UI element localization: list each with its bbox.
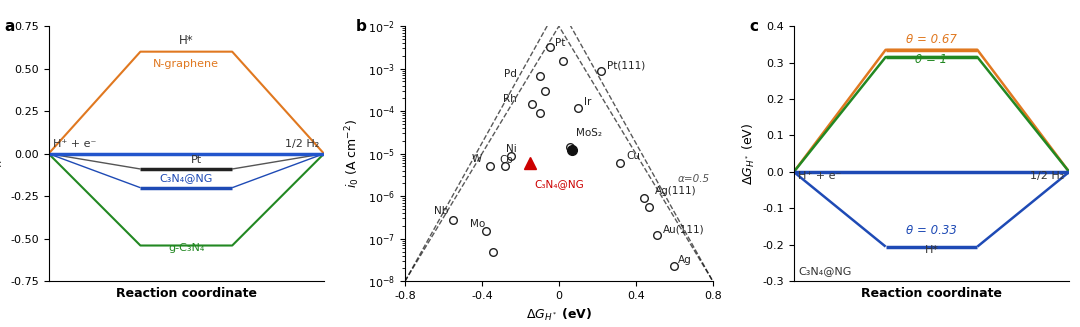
Text: θ = 1: θ = 1 [916, 53, 947, 66]
Text: Pd: Pd [503, 69, 516, 79]
Text: Rh: Rh [503, 94, 516, 104]
Y-axis label: $\Delta G_{H^*}$ (eV): $\Delta G_{H^*}$ (eV) [0, 123, 4, 185]
Text: b: b [355, 19, 366, 33]
Text: Co: Co [499, 155, 513, 165]
X-axis label: $\Delta G_{H^*}$ (eV): $\Delta G_{H^*}$ (eV) [526, 306, 592, 323]
Text: C₃N₄@NG: C₃N₄@NG [160, 173, 213, 183]
Text: a: a [4, 19, 15, 33]
Text: H⁺ + e⁻: H⁺ + e⁻ [53, 139, 96, 148]
X-axis label: Reaction coordinate: Reaction coordinate [116, 287, 257, 300]
Text: H*: H* [179, 34, 193, 46]
Text: Pt: Pt [191, 155, 202, 165]
Text: Mo: Mo [471, 219, 486, 229]
Text: W: W [472, 154, 482, 164]
Text: α=0.5: α=0.5 [678, 174, 711, 184]
Text: 1/2 H₂: 1/2 H₂ [285, 139, 320, 148]
Text: H*: H* [924, 245, 939, 255]
Y-axis label: $\Delta G_{H^*}$ (eV): $\Delta G_{H^*}$ (eV) [741, 123, 757, 185]
Text: Ni: Ni [505, 145, 516, 154]
Text: Nb: Nb [434, 206, 448, 216]
Text: Ag: Ag [678, 255, 692, 265]
X-axis label: Reaction coordinate: Reaction coordinate [861, 287, 1002, 300]
Text: θ = 0.33: θ = 0.33 [906, 225, 957, 237]
Text: Au(111): Au(111) [663, 224, 704, 234]
Text: Pt: Pt [555, 38, 566, 48]
Text: C₃N₄@NG: C₃N₄@NG [798, 266, 852, 276]
Text: N-graphene: N-graphene [153, 59, 219, 69]
Text: c: c [750, 19, 759, 33]
Text: 1/2 H₂: 1/2 H₂ [1030, 171, 1065, 181]
Text: Ir: Ir [584, 97, 591, 107]
Text: g-C₃N₄: g-C₃N₄ [168, 243, 204, 253]
Text: θ = 0.67: θ = 0.67 [906, 33, 957, 46]
Text: Ag(111): Ag(111) [656, 186, 697, 196]
Text: C₃N₄@NG: C₃N₄@NG [534, 179, 583, 189]
Text: Pt(111): Pt(111) [607, 60, 645, 70]
Text: MoS₂: MoS₂ [577, 128, 603, 138]
Y-axis label: $i_0$ (A cm$^{-2}$): $i_0$ (A cm$^{-2}$) [343, 119, 363, 188]
Text: Cu: Cu [626, 151, 640, 161]
Text: H⁺ + e⁻: H⁺ + e⁻ [798, 171, 841, 181]
